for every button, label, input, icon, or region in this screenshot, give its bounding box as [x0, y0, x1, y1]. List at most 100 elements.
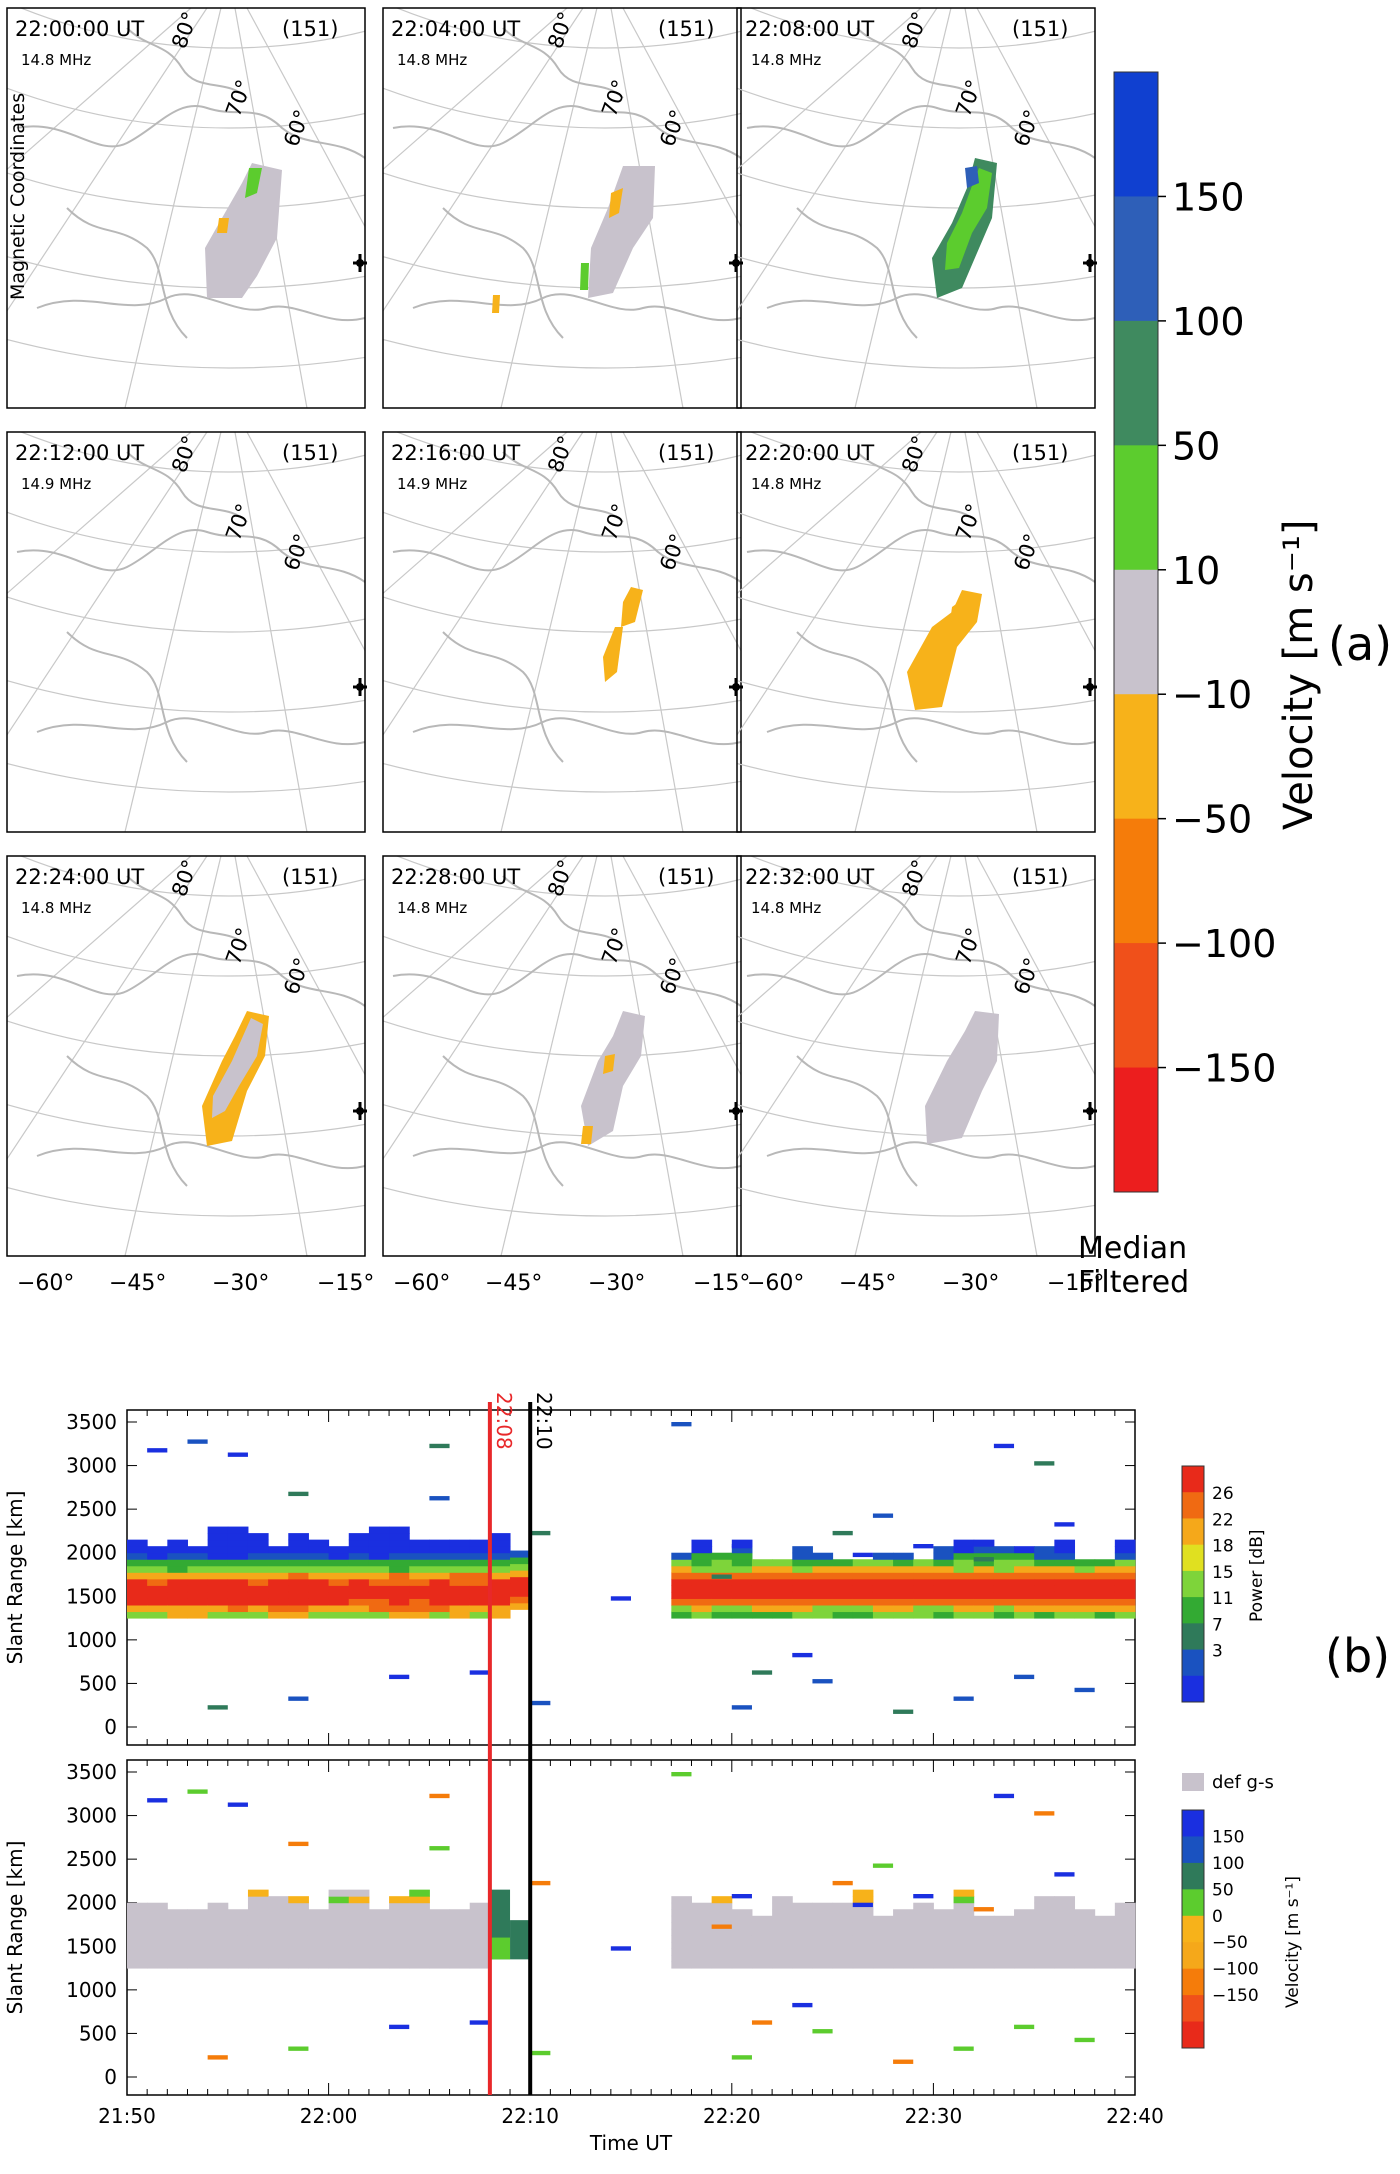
data-cell: [207, 1935, 229, 1943]
data-cell: [207, 1928, 229, 1936]
map-inner: [737, 432, 1095, 832]
data-cell: [1054, 1902, 1076, 1910]
data-cell: [288, 1598, 309, 1606]
y-tick-label: 1500: [66, 1934, 117, 1958]
isolated-echo: [207, 1705, 228, 1710]
data-cell: [993, 1611, 1015, 1619]
scatter-patch: [945, 168, 992, 270]
data-cell: [913, 1915, 934, 1923]
data-cell: [147, 1928, 168, 1936]
data-cell: [1054, 1539, 1076, 1547]
data-cell: [792, 1559, 813, 1567]
data-cell: [247, 1935, 269, 1943]
data-cell: [348, 1955, 370, 1963]
data-cell: [449, 1585, 471, 1593]
longitude-line: [964, 432, 1038, 832]
data-cell: [368, 1922, 390, 1930]
data-cell: [389, 1915, 410, 1923]
x-tick-label: 21:50: [98, 2104, 156, 2128]
data-cell: [429, 1948, 451, 1956]
isolated-echo: [913, 1544, 934, 1549]
data-cell: [913, 1598, 934, 1606]
data-cell: [1034, 1896, 1055, 1904]
panel-frequency: 14.8 MHz: [751, 51, 821, 69]
isolated-echo: [530, 1880, 551, 1886]
data-cell: [872, 1585, 894, 1593]
longitude-line: [234, 432, 308, 832]
data-cell: [469, 1941, 491, 1949]
data-cell: [328, 1605, 350, 1613]
latitude-line: [737, 762, 1095, 793]
data-cell: [792, 1909, 813, 1917]
data-cell: [127, 1961, 148, 1969]
data-cell: [691, 1578, 713, 1586]
data-cell: [671, 1961, 692, 1969]
data-cell: [207, 1559, 229, 1567]
power-colorbar-segment: [1182, 1544, 1204, 1572]
data-cell: [348, 1948, 370, 1956]
isolated-echo: [812, 2029, 833, 2034]
data-cell: [268, 1585, 289, 1593]
data-cell: [409, 1552, 430, 1560]
data-cell: [953, 1611, 975, 1619]
data-cell: [227, 1915, 249, 1923]
data-cell: [1034, 1585, 1055, 1593]
data-cell: [227, 1552, 249, 1560]
data-cell: [268, 1909, 289, 1917]
power-colorbar-tick-label: 22: [1212, 1510, 1234, 1530]
data-cell: [510, 1602, 531, 1610]
data-cell: [893, 1591, 914, 1599]
time-marker-label: 22:08: [492, 1392, 516, 1450]
data-cell: [893, 1605, 914, 1613]
colorbar-segment: [1114, 320, 1158, 446]
data-cell: [469, 1572, 491, 1580]
data-cell: [1074, 1565, 1096, 1573]
data-cell: [711, 1909, 733, 1917]
map-frame: [382, 431, 742, 833]
data-cell: [711, 1896, 733, 1904]
data-cell: [671, 1572, 692, 1580]
data-cell: [348, 1889, 370, 1897]
data-cell: [1094, 1605, 1116, 1613]
data-cell: [227, 1546, 249, 1554]
data-cell: [1014, 1565, 1035, 1573]
data-cell: [127, 1591, 148, 1599]
power-plot: 0 500 1000 1500 2000 2500 3000 3500 Slant Range …: [3, 1409, 1136, 1746]
data-cell: [247, 1941, 269, 1949]
scatter-patch: [950, 602, 962, 622]
data-cell: [167, 1546, 188, 1554]
data-cell: [1034, 1955, 1055, 1963]
velocity-colorbar-segment: [1182, 1836, 1204, 1864]
latitude-label: 80°: [167, 9, 202, 52]
data-cell: [207, 1909, 229, 1917]
data-cell: [792, 1955, 813, 1963]
data-cell: [288, 1546, 309, 1554]
data-cell: [469, 1598, 491, 1606]
data-cell: [812, 1909, 834, 1917]
latitude-line: [737, 679, 1095, 713]
data-cell: [852, 1572, 874, 1580]
data-cell: [348, 1585, 370, 1593]
data-cell: [711, 1591, 733, 1599]
data-cell: [207, 1598, 229, 1606]
data-cell: [127, 1902, 148, 1910]
data-cell: [832, 1559, 854, 1567]
data-cell: [147, 1948, 168, 1956]
data-cell: [247, 1598, 269, 1606]
data-cell: [167, 1572, 188, 1580]
data-cell: [167, 1922, 188, 1930]
data-cell: [1034, 1948, 1055, 1956]
data-cell: [832, 1915, 854, 1923]
data-cell: [731, 1928, 753, 1936]
data-cell: [1114, 1605, 1136, 1613]
data-cell: [127, 1598, 148, 1606]
data-cell: [852, 1935, 874, 1943]
isolated-echo: [288, 1841, 309, 1847]
data-cell: [913, 1935, 934, 1943]
panel-frequency: 14.8 MHz: [397, 899, 467, 917]
data-cell: [893, 1922, 914, 1930]
coastline: [746, 27, 1095, 339]
data-cell: [328, 1565, 350, 1573]
panel-frequency: 14.8 MHz: [21, 51, 91, 69]
data-cell: [207, 1605, 229, 1613]
